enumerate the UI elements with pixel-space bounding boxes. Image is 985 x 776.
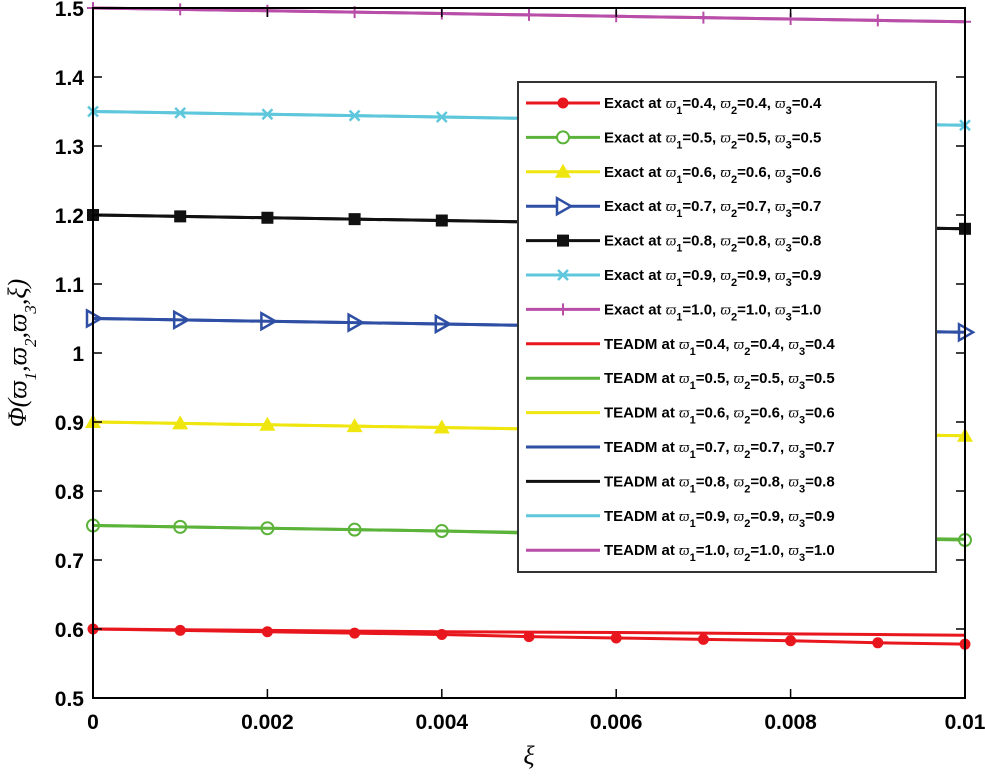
axis-ticks: 0 0.002 0.004 0.006 0.008 0.01 0.5 0.6 0.7 0.8 0.9… <box>55 0 985 734</box>
y-tick-label: 1 <box>72 343 84 366</box>
legend-item: Exact at ϖ1=0.5, ϖ2=0.5, ϖ3=0.5 <box>526 129 821 151</box>
series-line-14 <box>92 6 966 24</box>
legend-label: Exact at ϖ1=0.8, ϖ2=0.8, ϖ3=0.8 <box>604 233 821 255</box>
x-tick-label: 0.006 <box>590 711 643 734</box>
legend: Exact at ϖ1=0.4, ϖ2=0.4, ϖ3=0.4 Exact at … <box>517 81 937 573</box>
legend-label: TEADM at ϖ1=0.4, ϖ2=0.4, ϖ3=0.4 <box>604 336 835 358</box>
x-tick-label: 0.01 <box>945 711 985 734</box>
series-14 <box>92 6 966 24</box>
legend-item: TEADM at ϖ1=1.0, ϖ2=1.0, ϖ3=1.0 <box>526 542 835 564</box>
legend-label: Exact at ϖ1=0.5, ϖ2=0.5, ϖ3=0.5 <box>604 129 821 151</box>
legend-item: TEADM at ϖ1=0.5, ϖ2=0.5, ϖ3=0.5 <box>526 370 835 392</box>
legend-item: Exact at ϖ1=0.8, ϖ2=0.8, ϖ3=0.8 <box>526 233 821 255</box>
data-point <box>785 635 797 647</box>
legend-label: TEADM at ϖ1=0.6, ϖ2=0.6, ϖ3=0.6 <box>604 405 835 427</box>
series-8 <box>92 627 966 637</box>
y-tick-label: 0.6 <box>55 619 84 642</box>
legend-marker <box>555 196 574 217</box>
data-point <box>697 633 709 645</box>
x-tick-label: 0 <box>87 711 99 734</box>
legend-marker <box>557 234 569 247</box>
legend-marker <box>557 303 569 316</box>
y-tick-label: 1.1 <box>55 274 85 297</box>
y-tick-label: 1.2 <box>55 205 84 228</box>
series-line-8 <box>92 627 966 637</box>
x-tick-label: 0.004 <box>416 711 469 734</box>
legend-item: Exact at ϖ1=0.6, ϖ2=0.6, ϖ3=0.6 <box>526 163 821 186</box>
legend-label: TEADM at ϖ1=0.9, ϖ2=0.9, ϖ3=0.9 <box>604 508 835 530</box>
y-tick-label: 1.5 <box>55 0 85 21</box>
y-axis-title: Φ(ϖ1,ϖ2,ϖ3,ξ) <box>3 279 40 427</box>
legend-marker <box>557 269 569 281</box>
y-tick-label: 0.8 <box>55 481 85 504</box>
legend-item: Exact at ϖ1=1.0, ϖ2=1.0, ϖ3=1.0 <box>526 301 821 323</box>
legend-item: Exact at ϖ1=0.9, ϖ2=0.9, ϖ3=0.9 <box>526 267 821 289</box>
legend-label: Exact at ϖ1=0.7, ϖ2=0.7, ϖ3=0.7 <box>604 198 821 220</box>
legend-box <box>517 81 937 573</box>
legend-label: TEADM at ϖ1=1.0, ϖ2=1.0, ϖ3=1.0 <box>604 542 835 564</box>
x-tick-label: 0.002 <box>241 711 294 734</box>
y-tick-label: 0.5 <box>55 688 85 711</box>
data-point <box>872 637 884 649</box>
legend-label: Exact at ϖ1=0.6, ϖ2=0.6, ϖ3=0.6 <box>604 164 821 186</box>
legend-item: TEADM at ϖ1=0.7, ϖ2=0.7, ϖ3=0.7 <box>526 439 835 461</box>
legend-label: TEADM at ϖ1=0.7, ϖ2=0.7, ϖ3=0.7 <box>604 439 835 461</box>
legend-item: TEADM at ϖ1=0.9, ϖ2=0.9, ϖ3=0.9 <box>526 508 835 530</box>
legend-label: Exact at ϖ1=1.0, ϖ2=1.0, ϖ3=1.0 <box>604 301 821 323</box>
y-tick-label: 0.9 <box>55 412 84 435</box>
legend-label: Exact at ϖ1=0.4, ϖ2=0.4, ϖ3=0.4 <box>604 95 822 117</box>
legend-label: TEADM at ϖ1=0.8, ϖ2=0.8, ϖ3=0.8 <box>604 473 835 495</box>
legend-item: Exact at ϖ1=0.4, ϖ2=0.4, ϖ3=0.4 <box>526 95 822 117</box>
legend-item: Exact at ϖ1=0.7, ϖ2=0.7, ϖ3=0.7 <box>526 196 821 220</box>
y-tick-label: 1.4 <box>55 67 85 90</box>
legend-item: TEADM at ϖ1=0.8, ϖ2=0.8, ϖ3=0.8 <box>526 473 835 495</box>
x-axis-title: ξ <box>523 741 535 770</box>
data-point <box>610 632 622 644</box>
y-tick-label: 1.3 <box>55 136 84 159</box>
legend-label: Exact at ϖ1=0.9, ϖ2=0.9, ϖ3=0.9 <box>604 267 821 289</box>
legend-item: TEADM at ϖ1=0.4, ϖ2=0.4, ϖ3=0.4 <box>526 336 835 358</box>
legend-marker <box>555 163 571 178</box>
data-point <box>523 631 535 643</box>
legend-label: TEADM at ϖ1=0.5, ϖ2=0.5, ϖ3=0.5 <box>604 370 835 392</box>
x-tick-label: 0.008 <box>764 711 817 734</box>
legend-marker <box>556 130 570 145</box>
y-tick-label: 0.7 <box>55 550 84 573</box>
data-point <box>349 627 361 639</box>
legend-marker <box>557 97 569 109</box>
legend-item: TEADM at ϖ1=0.6, ϖ2=0.6, ϖ3=0.6 <box>526 405 835 427</box>
